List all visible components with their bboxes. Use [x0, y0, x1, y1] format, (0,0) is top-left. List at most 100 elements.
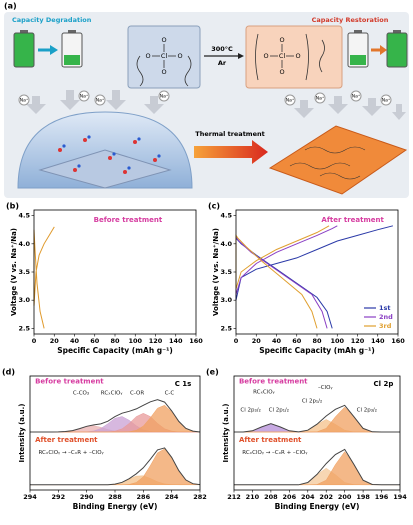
x-tick-label: 60: [90, 337, 100, 345]
x-tick-label: 290: [80, 493, 94, 501]
x-tick-label: 282: [193, 493, 207, 501]
x-tick-label: 210: [246, 493, 260, 501]
annotation: C-OR: [130, 391, 144, 397]
x-tick-label: 204: [301, 493, 315, 501]
annotation: –ClOᵧ: [318, 385, 333, 391]
curve: [30, 447, 201, 486]
curve: [235, 225, 394, 329]
battery-low: [347, 30, 369, 68]
x-axis-label: Specific Capacity (mAh g⁻¹): [259, 346, 375, 355]
y-tick-label: 2.5: [220, 324, 232, 332]
chart: (e) 212 210 208 206 204 202 200 198 196 194 Binding…: [206, 368, 407, 512]
annotation: RCₓClOᵧ: [101, 391, 123, 397]
condition: 300°C: [211, 45, 233, 53]
left-title: Capacity Degradation: [12, 16, 92, 24]
ion: Na⁺: [286, 98, 295, 104]
condition: Ar: [218, 59, 227, 67]
legend-label: 3rd: [379, 322, 392, 330]
x-tick-label: 206: [283, 493, 297, 501]
ion: Na⁺: [160, 94, 169, 100]
chart: (d) 294 292 290 288 286 284 282 Binding Energy (…: [2, 368, 207, 512]
x-tick-label: 40: [70, 337, 80, 345]
battery-full: [386, 30, 408, 68]
legend-label: 1st: [379, 304, 391, 312]
curve: [234, 404, 400, 433]
atom: O: [295, 52, 300, 60]
annotation: Before treatment: [35, 378, 104, 386]
curve: [235, 225, 338, 329]
curve: [234, 448, 400, 486]
y-tick-label: 4.0: [220, 240, 232, 248]
annotation: Before treatment: [239, 378, 308, 386]
ion: Na⁺: [96, 98, 105, 104]
atom: Cl: [279, 52, 286, 60]
x-tick-label: 140: [371, 337, 385, 345]
x-tick-label: 40: [272, 337, 282, 345]
x-axis-label: Binding Energy (eV): [73, 502, 158, 511]
annotation: Cl 2p₁/₂: [269, 408, 289, 414]
atom: O: [161, 68, 166, 76]
y-axis-label: Intensity (a.u.): [222, 403, 230, 462]
annotation: RCₓClOᵧ → –CₓR + –ClOᵧ: [242, 450, 307, 456]
y-axis-label: Intensity (a.u.): [18, 403, 26, 462]
x-tick-label: 288: [108, 493, 122, 501]
structure-box: [245, 25, 343, 89]
x-tick-label: 120: [149, 337, 163, 345]
y-axis-label: Voltage (V vs. Na⁺/Na): [212, 228, 220, 316]
x-tick-label: 0: [32, 337, 37, 345]
ion: Na⁺: [352, 94, 361, 100]
y-tick-label: 4.0: [18, 240, 30, 248]
schematic: (a) Capacity Degradation Capacity Restor…: [4, 2, 409, 198]
annotation: Before treatment: [94, 216, 163, 224]
atom: Cl: [161, 52, 168, 60]
annotation: RCₓClOᵧ → –CₓR + –ClOᵧ: [39, 450, 104, 456]
y-tick-label: 3.0: [18, 296, 30, 304]
x-tick-label: 0: [234, 337, 239, 345]
x-tick-label: 284: [165, 493, 179, 501]
x-tick-label: 212: [227, 493, 241, 501]
y-tick-label: 2.5: [18, 324, 30, 332]
x-tick-label: 200: [338, 493, 352, 501]
x-tick-label: 208: [264, 493, 278, 501]
x-tick-label: 100: [128, 337, 142, 345]
annotation: C 1s: [175, 380, 192, 388]
ion: Na⁺: [382, 98, 391, 104]
atom: O: [161, 36, 166, 44]
annotation: Cl 2p₃/₂: [240, 408, 260, 414]
ion: Na⁺: [316, 96, 325, 102]
x-tick-label: 80: [110, 337, 120, 345]
annotation: RCₓClOᵧ: [253, 389, 275, 395]
ion: Na⁺: [80, 94, 89, 100]
arrow-head: [238, 53, 244, 59]
thermal-arrow: [194, 140, 268, 164]
atom: O: [279, 68, 284, 76]
ion: Na⁺: [20, 98, 29, 104]
annotation: C-C: [165, 391, 175, 397]
electrode-plane: [38, 149, 172, 189]
y-tick-label: 4.5: [18, 212, 30, 220]
chart: (c) 0 20 40 60 80 100 120 140 160 2.5 3.0 3.5 4.0 4.5 S…: [208, 202, 405, 356]
ion-labels: [18, 90, 392, 106]
annotation: After treatment: [239, 436, 302, 444]
arrow-head: [380, 45, 387, 55]
bonds: [136, 44, 192, 87]
curve: [30, 399, 201, 433]
plot-frame: [233, 375, 401, 491]
battery-full: [13, 30, 35, 68]
x-tick-label: 20: [252, 337, 262, 345]
chart: (b) 0 20 40 60 80 100 120 140 160 2.5 3.0 3.5 4.0 4.5 S…: [6, 202, 203, 356]
x-axis-label: Specific Capacity (mAh g⁻¹): [57, 346, 173, 355]
atom: O: [177, 52, 182, 60]
chains: [289, 146, 366, 180]
annotation: After treatment: [321, 216, 384, 224]
plot-frame: [33, 209, 197, 335]
x-tick-label: 140: [169, 337, 183, 345]
y-tick-label: 3.5: [220, 268, 232, 276]
arrow-label: Thermal treatment: [195, 130, 264, 138]
x-tick-label: 160: [189, 337, 203, 345]
molecules: [58, 138, 157, 174]
annotation: Cl 2p₃/₂: [357, 408, 377, 414]
panel-label: (a): [4, 2, 17, 11]
annotation: Cl 2p₁/₂: [302, 399, 322, 405]
y-tick-label: 3.5: [18, 268, 30, 276]
